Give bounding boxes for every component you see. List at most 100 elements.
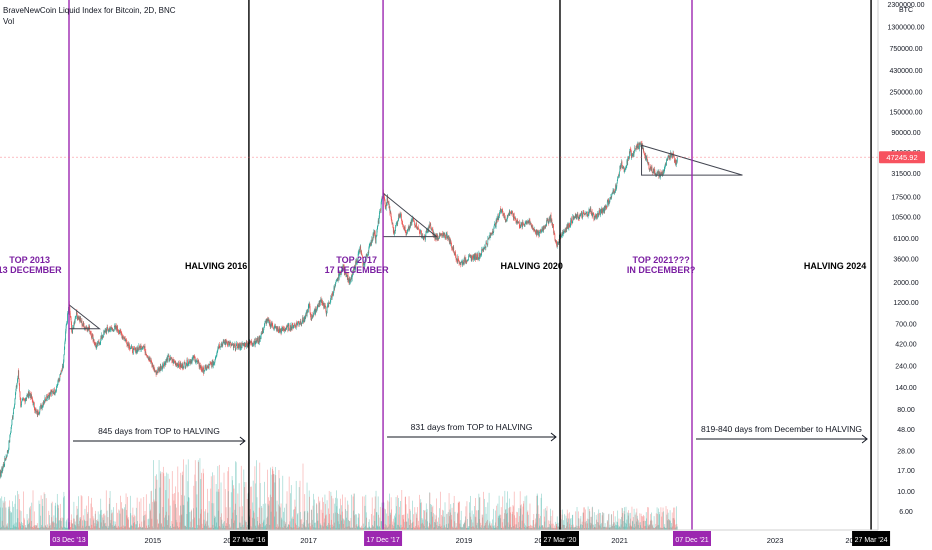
volume-bar bbox=[57, 508, 59, 530]
candle-body bbox=[294, 325, 296, 327]
candle-body bbox=[613, 190, 615, 192]
candle-body bbox=[325, 311, 327, 315]
candle-body bbox=[59, 379, 60, 381]
volume-bar bbox=[633, 527, 635, 530]
candle-body bbox=[290, 327, 292, 331]
candle-body bbox=[140, 345, 141, 347]
volume-bar bbox=[143, 520, 145, 530]
volume-bar bbox=[0, 507, 1, 530]
candle-body bbox=[550, 214, 551, 218]
volume-bar bbox=[65, 527, 66, 530]
volume-bar bbox=[387, 500, 389, 530]
volume-bar bbox=[172, 493, 174, 530]
candle-body bbox=[470, 255, 471, 257]
volume-bar bbox=[299, 526, 300, 530]
candle-body bbox=[73, 323, 75, 325]
volume-bar bbox=[70, 527, 72, 530]
volume-bar bbox=[139, 523, 141, 530]
volume-bar bbox=[244, 487, 246, 530]
candle-body bbox=[4, 458, 6, 461]
candle-body bbox=[359, 251, 360, 253]
volume-bar bbox=[641, 527, 642, 530]
volume-bar bbox=[664, 527, 666, 530]
volume-bar bbox=[617, 510, 619, 530]
candle-body bbox=[624, 170, 626, 171]
candle-body bbox=[465, 261, 467, 263]
candle-body bbox=[448, 236, 449, 237]
volume-bar bbox=[339, 513, 341, 530]
candle-body bbox=[541, 229, 543, 231]
candle-body bbox=[406, 232, 408, 234]
candle-body bbox=[30, 393, 32, 399]
candle-body bbox=[362, 264, 364, 266]
volume-bar bbox=[351, 527, 353, 530]
volume-bar bbox=[19, 499, 20, 530]
volume-bar bbox=[452, 527, 453, 530]
volume-bar bbox=[497, 526, 498, 530]
volume-bar bbox=[281, 527, 283, 530]
volume-bar bbox=[39, 503, 41, 530]
candle-body bbox=[659, 171, 661, 178]
marker-date-badge bbox=[229, 531, 268, 546]
candle-body bbox=[428, 226, 430, 228]
volume-bar bbox=[583, 507, 585, 530]
volume-bar bbox=[28, 522, 30, 530]
price-axis[interactable]: 6.0010.0017.0028.0048.0080.00140.00240.0… bbox=[0, 2, 925, 516]
volume-bar bbox=[229, 524, 230, 530]
candle-body bbox=[410, 220, 412, 225]
volume-bar bbox=[494, 527, 495, 530]
candle-body bbox=[336, 278, 338, 280]
candle-body bbox=[206, 369, 207, 371]
volume-bar bbox=[495, 510, 497, 530]
volume-bar bbox=[194, 474, 196, 530]
volume-bar bbox=[131, 515, 133, 530]
candle-body bbox=[578, 216, 580, 219]
volume-bar bbox=[253, 510, 254, 530]
volume-bar bbox=[348, 519, 349, 530]
volume-bar bbox=[413, 514, 414, 530]
candle-body bbox=[119, 332, 121, 334]
candle-body bbox=[439, 233, 441, 236]
volume-bar bbox=[454, 521, 455, 530]
volume-bar bbox=[190, 527, 191, 530]
volume-bar bbox=[542, 525, 544, 530]
volume-bar bbox=[587, 523, 589, 530]
volume-bar bbox=[550, 516, 552, 530]
candle-body bbox=[96, 346, 97, 348]
candle-body bbox=[264, 323, 265, 328]
volume-bar bbox=[468, 526, 470, 530]
volume-bar bbox=[358, 513, 359, 530]
volume-bar bbox=[348, 526, 350, 530]
candle-body bbox=[572, 216, 574, 219]
candle-body bbox=[377, 225, 379, 228]
candle-body bbox=[316, 309, 317, 311]
candle-body bbox=[661, 172, 663, 174]
candle-body bbox=[269, 321, 271, 327]
volume-bar bbox=[304, 526, 306, 530]
volume-bar bbox=[192, 508, 194, 530]
volume-bar bbox=[282, 475, 284, 530]
volume-bar bbox=[286, 527, 287, 530]
candle-body bbox=[129, 348, 131, 350]
volume-bar bbox=[529, 526, 530, 530]
price-tick-label: 2000.00 bbox=[893, 280, 918, 287]
volume-bar bbox=[501, 527, 503, 530]
volume-bar bbox=[216, 522, 217, 530]
candle-body bbox=[40, 404, 42, 406]
volume-bar bbox=[676, 523, 678, 530]
candle-body bbox=[406, 232, 407, 236]
candle-body bbox=[531, 225, 533, 227]
candle-body bbox=[252, 344, 254, 345]
candle-body bbox=[42, 403, 44, 406]
candle-body bbox=[213, 363, 214, 366]
volume-bar bbox=[296, 527, 298, 530]
candle-body bbox=[324, 304, 325, 308]
candle-body bbox=[451, 248, 453, 249]
volume-bar bbox=[275, 475, 277, 530]
volume-bar bbox=[613, 522, 615, 530]
candle-body bbox=[249, 340, 251, 344]
candle-body bbox=[395, 225, 397, 226]
volume-bar bbox=[347, 500, 349, 530]
